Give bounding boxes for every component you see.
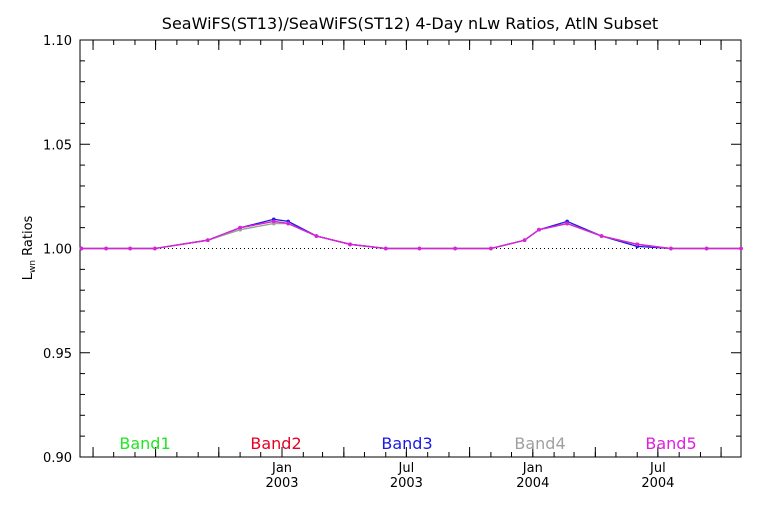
series-point [599, 234, 604, 238]
series-point [704, 246, 709, 251]
series-line [81, 220, 741, 250]
y-tick-label: 0.90 [43, 451, 72, 466]
series-point [522, 238, 527, 242]
series-point [453, 246, 457, 251]
y-axis-title: Lwn Ratios [21, 215, 38, 280]
legend-label: Band2 [250, 434, 301, 453]
series-point [635, 242, 640, 247]
legend-label: Band4 [514, 434, 565, 453]
series-point [537, 227, 541, 232]
x-tick-label-month: Jul [649, 461, 666, 476]
svg-text:Lwn Ratios: Lwn Ratios [21, 215, 38, 280]
series-point [739, 246, 743, 251]
x-tick-label-year: 2004 [516, 476, 549, 491]
y-tick-label: 1.05 [43, 138, 72, 153]
plot-area: 0.900.951.001.051.10Jan2003Jul2003Jan200… [43, 34, 743, 491]
series-point [565, 221, 569, 226]
x-tick-label-month: Jan [522, 461, 543, 476]
y-axis-title-subscript: wn [28, 260, 38, 273]
legend-label: Band3 [381, 434, 432, 453]
legend-label: Band1 [119, 434, 170, 453]
x-tick-label-month: Jan [271, 461, 292, 476]
series-point [153, 246, 157, 251]
series-point [206, 238, 210, 242]
series-point [104, 246, 108, 251]
x-tick-label-year: 2003 [265, 476, 298, 491]
series-point [669, 246, 673, 251]
series-point [383, 246, 388, 251]
series-point [314, 234, 319, 238]
y-axis-title-rest: Ratios [21, 215, 36, 260]
x-tick-label-year: 2003 [390, 476, 423, 491]
y-tick-label: 0.95 [43, 347, 72, 362]
x-tick-label-month: Jul [398, 461, 415, 476]
series-point [348, 242, 352, 247]
series-point [79, 246, 84, 251]
series-point [238, 225, 242, 230]
x-tick-label-year: 2004 [641, 476, 674, 491]
series-point [271, 219, 276, 224]
chart-title: SeaWiFS(ST13)/SeaWiFS(ST12) 4-Day nLw Ra… [162, 14, 658, 33]
series-point [417, 246, 422, 251]
series-point [489, 246, 493, 251]
legend-label: Band5 [645, 434, 696, 453]
y-tick-label: 1.10 [43, 34, 72, 49]
y-axis-title-main: L [21, 272, 36, 280]
y-tick-label: 1.00 [43, 243, 72, 258]
series-point [286, 221, 290, 226]
series-point [128, 246, 132, 251]
